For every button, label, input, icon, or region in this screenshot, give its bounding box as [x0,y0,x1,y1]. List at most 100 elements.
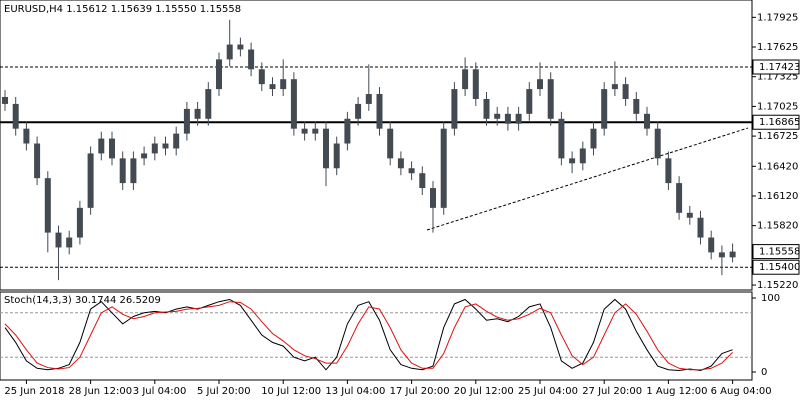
candle-body [644,113,650,129]
candle-body [269,84,276,90]
candle-body [590,128,597,149]
candle-body [312,128,319,134]
candle-body [365,94,372,104]
candle-body [462,69,469,90]
y-tick-label: 1.16725 [757,131,798,142]
candle-body [440,128,447,208]
candle-body [494,113,501,119]
candle-body [708,237,715,253]
candle-body [237,44,244,50]
x-tick-label: 5 Jul 20:00 [197,386,251,397]
y-tick-label: 1.17025 [757,101,798,112]
candle-body [547,79,554,119]
candle-body [430,188,436,208]
candle-body [397,158,404,169]
y-tick-label: 1.15220 [757,280,798,291]
candle-body [280,79,287,90]
candle-body [216,59,222,90]
candle-body [23,128,30,144]
candle-body [87,153,94,208]
candle-body [173,133,180,149]
candle-body [258,69,265,85]
x-tick-label: 27 Jul 20:00 [582,386,642,397]
candle-body [483,98,490,119]
candle-body [76,207,83,238]
candle-body [654,128,661,159]
candle-body [130,158,137,184]
candle-body [301,128,308,134]
candle-body [622,84,629,99]
candle-body [676,183,683,213]
candle-body [183,108,190,134]
candle-body [526,89,533,114]
x-tick-label: 28 Jun 12:00 [69,386,133,397]
candle-body [12,103,19,129]
candle-body [665,158,672,184]
x-tick-label: 6 Aug 04:00 [711,386,772,397]
candle-body [162,143,169,149]
candle-body [537,79,543,90]
candle-body [194,108,201,119]
candle-body [290,79,297,129]
candle-body [141,153,148,159]
level-box [752,59,800,75]
candle-body [323,128,329,169]
candle-body [205,89,212,119]
level-label: 1.15400 [759,262,800,273]
candle-body [601,89,608,129]
candle-body [55,232,62,248]
price-box [752,244,800,260]
y-tick-label: 100 [761,293,780,304]
price-pane [0,0,753,291]
candle-body [344,118,351,144]
candle-body [387,128,394,159]
candle-body [333,143,340,169]
candle-body [98,138,105,154]
price-label: 1.15558 [759,247,800,258]
candle-body [558,118,565,159]
x-tick-label: 1 Aug 12:00 [646,386,707,397]
x-tick-label: 10 Jul 12:00 [261,386,321,397]
y-tick-label: 1.15820 [757,221,798,232]
candle-body [226,44,233,60]
candle-body [697,217,704,238]
level-box [752,259,800,275]
candle-body [718,252,725,258]
candle-body [376,94,383,129]
candle-body [419,173,426,189]
candle-body [355,103,362,119]
x-tick-label: 13 Jul 04:00 [325,386,385,397]
stoch-line [4,301,733,371]
candle-body [686,212,693,218]
level-label: 1.17423 [759,62,800,73]
candle-body [472,69,479,99]
x-tick-label: 20 Jul 12:00 [454,386,514,397]
candle-body [248,49,255,70]
x-tick-label: 17 Jul 20:00 [390,386,450,397]
level-label: 1.16865 [759,117,800,128]
candle-body [34,143,41,179]
stoch-pane [0,291,753,381]
x-tick-label: 3 Jul 04:00 [133,386,187,397]
candle-body [66,237,73,248]
stoch-title: Stoch(14,3,3) 30.1744 26.5209 [4,295,161,306]
candle-body [569,158,576,164]
candle-body [451,89,458,129]
candle-body [504,113,511,124]
candle-body [408,168,415,174]
y-tick-label: 1.16120 [757,191,798,202]
candle-body [515,113,522,124]
candle-body [2,96,8,104]
y-tick-label: 1.17925 [757,12,798,23]
candle-body [611,84,618,90]
trend-line [426,127,749,231]
y-tick-label: 1.17325 [757,72,798,83]
candle-body [729,251,736,258]
x-tick-label: 25 Jun 2018 [4,386,64,397]
candle-body [44,178,51,233]
y-tick-label: 1.16420 [757,161,798,172]
candle-body [119,158,126,184]
y-tick-label: 1.17625 [757,42,798,53]
stoch-line [4,298,733,372]
